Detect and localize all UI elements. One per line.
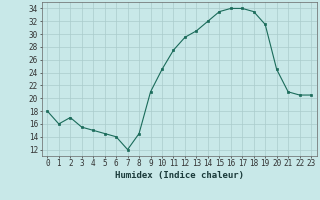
X-axis label: Humidex (Indice chaleur): Humidex (Indice chaleur) [115, 171, 244, 180]
